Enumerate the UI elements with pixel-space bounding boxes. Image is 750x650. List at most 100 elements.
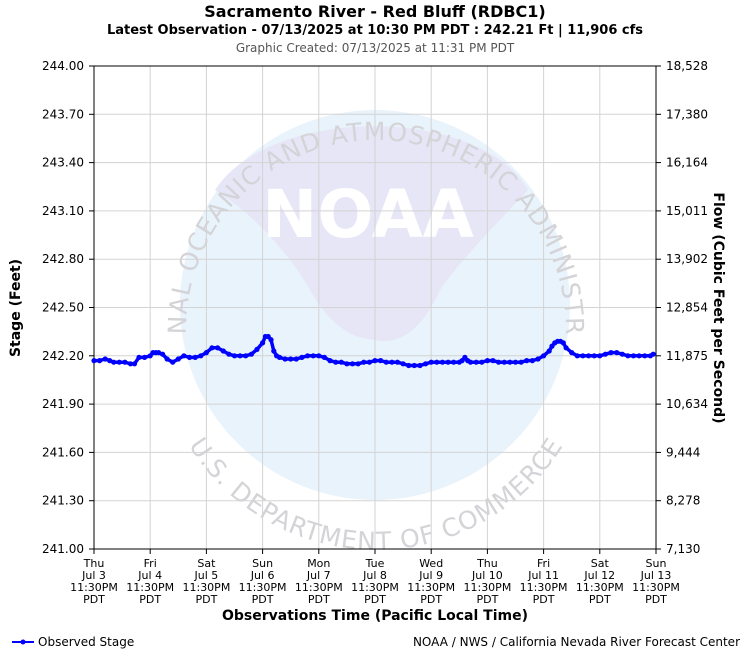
data-point <box>372 358 378 364</box>
x-tick-label: Wed <box>419 557 443 570</box>
footer-credit: NOAA / NWS / California Nevada River For… <box>413 635 740 649</box>
x-tick-label: PDT <box>533 593 555 606</box>
data-point <box>102 356 108 362</box>
y-tick-label: 242.80 <box>42 252 84 266</box>
data-point <box>608 350 614 356</box>
x-tick-label: 11:30PM <box>632 581 680 594</box>
y2-tick-label: 9,444 <box>666 445 700 459</box>
data-point <box>186 354 193 360</box>
data-point <box>268 337 274 343</box>
data-point <box>181 353 187 359</box>
y2-tick-label: 7,130 <box>666 542 700 556</box>
data-point <box>630 353 637 359</box>
data-point <box>136 354 142 360</box>
data-point <box>439 359 445 365</box>
data-point <box>111 359 117 365</box>
data-point <box>586 353 592 359</box>
x-tick-label: PDT <box>308 593 330 606</box>
x-tick-label: Jul 9 <box>418 569 443 582</box>
x-tick-label: 11:30PM <box>126 581 174 594</box>
data-point <box>243 353 249 359</box>
grid-lines <box>93 65 657 550</box>
x-tick-label: Thu <box>83 557 105 570</box>
x-tick-label: Jul 4 <box>137 569 162 582</box>
x-tick-label: Sun <box>252 557 273 570</box>
legend-label: Observed Stage <box>38 635 134 649</box>
data-point <box>619 351 625 357</box>
left-axis-ticks: 244.00 243.70 243.40 243.10 242.80 242.50 242.… <box>42 59 94 556</box>
x-tick-label: PDT <box>589 593 611 606</box>
data-point <box>131 361 138 367</box>
x-tick-label: Tue <box>365 557 385 570</box>
data-point <box>417 362 423 369</box>
data-point <box>507 359 513 365</box>
data-point <box>546 348 552 354</box>
x-axis-label: Observations Time (Pacific Local Time) <box>222 608 528 624</box>
data-point <box>327 358 333 364</box>
data-point <box>591 353 597 359</box>
data-point <box>305 353 311 359</box>
y-tick-label: 242.20 <box>42 349 84 363</box>
data-point <box>160 351 166 357</box>
data-point <box>276 354 283 360</box>
x-tick-label: Fri <box>144 557 157 570</box>
data-point <box>254 346 260 352</box>
data-point <box>378 358 384 364</box>
data-point <box>122 359 128 365</box>
data-point <box>535 356 541 362</box>
data-point <box>597 353 603 359</box>
y-tick-label: 243.70 <box>42 107 84 121</box>
y-tick-label: 244.00 <box>42 59 84 73</box>
x-tick-label: PDT <box>195 593 217 606</box>
x-tick-label: Jul 7 <box>306 569 331 582</box>
y-tick-label: 241.90 <box>42 397 84 411</box>
y2-tick-label: 18,528 <box>666 59 708 73</box>
x-tick-label: PDT <box>420 593 442 606</box>
data-point <box>271 348 277 354</box>
data-point <box>428 359 434 365</box>
y2-tick-label: 11,875 <box>666 349 708 363</box>
data-point <box>316 353 322 359</box>
x-tick-label: 11:30PM <box>520 581 568 594</box>
x-tick-label: 11:30PM <box>407 581 455 594</box>
data-point <box>602 351 609 357</box>
data-point <box>127 361 134 367</box>
data-point <box>490 358 496 364</box>
data-point <box>423 361 429 367</box>
data-point <box>97 358 103 364</box>
data-point <box>355 361 361 367</box>
data-point <box>636 353 642 359</box>
x-tick-label: Sun <box>646 557 667 570</box>
data-point <box>411 362 417 369</box>
data-point <box>560 340 566 346</box>
data-point <box>524 358 530 364</box>
data-point <box>192 354 198 360</box>
x-tick-label: Jul 11 <box>527 569 559 582</box>
data-point <box>203 350 209 356</box>
data-point <box>215 345 221 351</box>
x-tick-label: PDT <box>139 593 161 606</box>
data-point <box>198 353 204 359</box>
data-point <box>349 361 356 367</box>
data-point <box>406 362 412 369</box>
y-tick-label: 242.50 <box>42 301 84 315</box>
x-tick-label: Mon <box>307 557 330 570</box>
x-tick-label: Jul 5 <box>194 569 219 582</box>
data-point <box>220 348 226 354</box>
x-tick-label: 11:30PM <box>351 581 399 594</box>
x-tick-label: 11:30PM <box>239 581 287 594</box>
right-axis-ticks: 18,528 17,380 16,164 15,011 13,902 12,854 11,8… <box>656 59 708 556</box>
data-point <box>625 353 631 359</box>
data-point <box>479 359 485 365</box>
y2-tick-label: 8,278 <box>666 494 700 508</box>
data-point <box>288 356 294 362</box>
x-tick-label: 11:30PM <box>182 581 230 594</box>
data-point <box>282 356 288 362</box>
x-tick-label: Jul 8 <box>362 569 387 582</box>
data-point <box>116 359 122 365</box>
data-point <box>467 359 474 365</box>
x-tick-label: PDT <box>364 593 386 606</box>
data-point <box>501 359 507 365</box>
data-point <box>496 359 502 365</box>
